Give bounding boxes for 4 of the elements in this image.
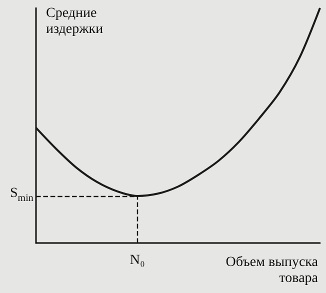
ref-line-label: S$_{min}$ (10, 186, 34, 206)
x-axis-title: Объем выпуска товара (224, 255, 318, 287)
text: N₀ (130, 253, 145, 269)
y-axis-title: Средние издержки (46, 6, 104, 38)
